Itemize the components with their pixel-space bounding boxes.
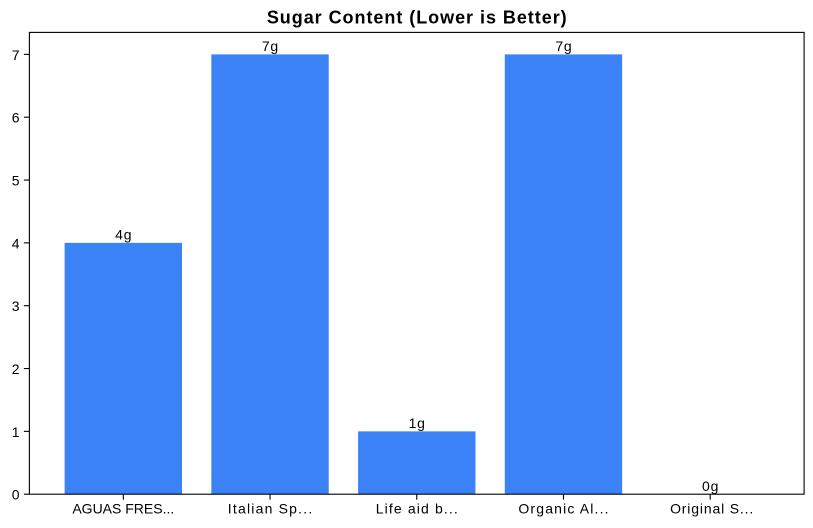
svg-text:0g: 0g — [702, 478, 719, 494]
svg-text:5: 5 — [12, 172, 20, 188]
svg-text:6: 6 — [12, 110, 20, 126]
svg-text:7g: 7g — [262, 38, 279, 54]
svg-text:3: 3 — [12, 298, 20, 314]
svg-text:Life aid b...: Life aid b... — [376, 501, 459, 517]
svg-text:1: 1 — [12, 424, 20, 440]
svg-text:7: 7 — [12, 47, 20, 63]
svg-text:4g: 4g — [115, 227, 132, 243]
svg-text:2: 2 — [12, 361, 20, 377]
svg-text:7g: 7g — [555, 38, 572, 54]
svg-text:Sugar Content (Lower is Better: Sugar Content (Lower is Better) — [267, 8, 568, 28]
svg-text:Original S...: Original S... — [670, 501, 754, 517]
svg-text:0: 0 — [12, 487, 20, 503]
svg-text:Organic Al...: Organic Al... — [518, 501, 609, 517]
svg-text:AGUAS FRES...: AGUAS FRES... — [72, 501, 174, 517]
svg-text:1g: 1g — [409, 415, 426, 431]
svg-text:Italian Sp...: Italian Sp... — [228, 501, 314, 517]
svg-text:4: 4 — [12, 235, 20, 251]
